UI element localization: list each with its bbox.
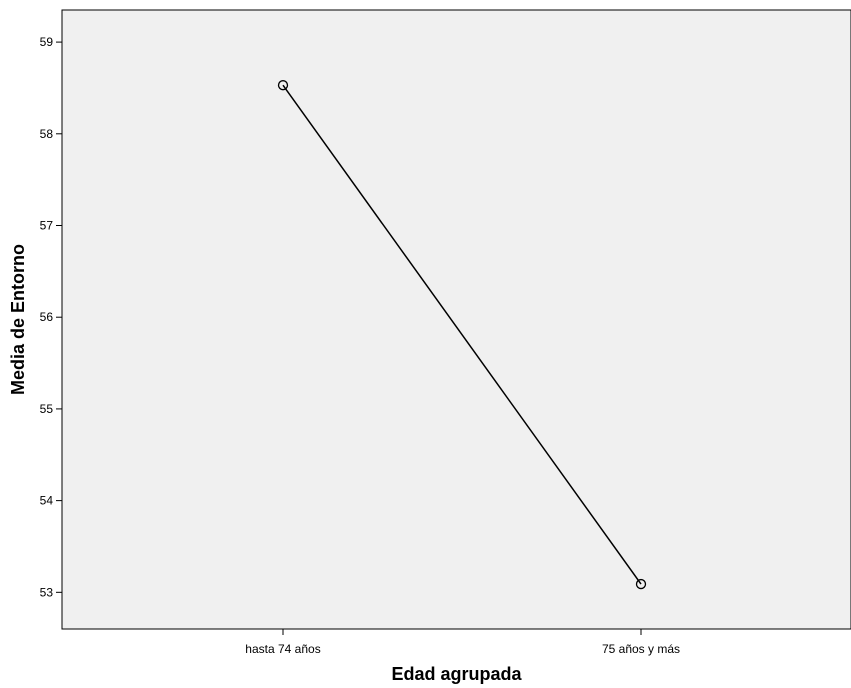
y-tick-label: 57 [40,219,54,233]
x-axis-ticks: hasta 74 años 75 años y más [245,629,680,656]
x-tick-label: hasta 74 años [245,642,320,656]
y-tick-label: 53 [40,585,54,599]
data-point [277,80,289,91]
data-series [277,80,647,590]
plot-area [61,9,851,630]
y-tick-label: 58 [40,127,54,141]
y-axis-ticks: 53 54 55 56 57 58 59 [40,35,62,599]
y-tick-label: 54 [40,494,54,508]
data-point [635,578,647,590]
y-tick-label: 55 [40,402,54,416]
y-tick-label: 59 [40,35,54,49]
x-axis-title: Edad agrupada [391,664,522,684]
series-line [282,84,642,585]
x-tick-label: 75 años y más [602,642,680,656]
y-tick-label: 56 [40,310,54,324]
y-axis-title: Media de Entorno [8,244,28,395]
